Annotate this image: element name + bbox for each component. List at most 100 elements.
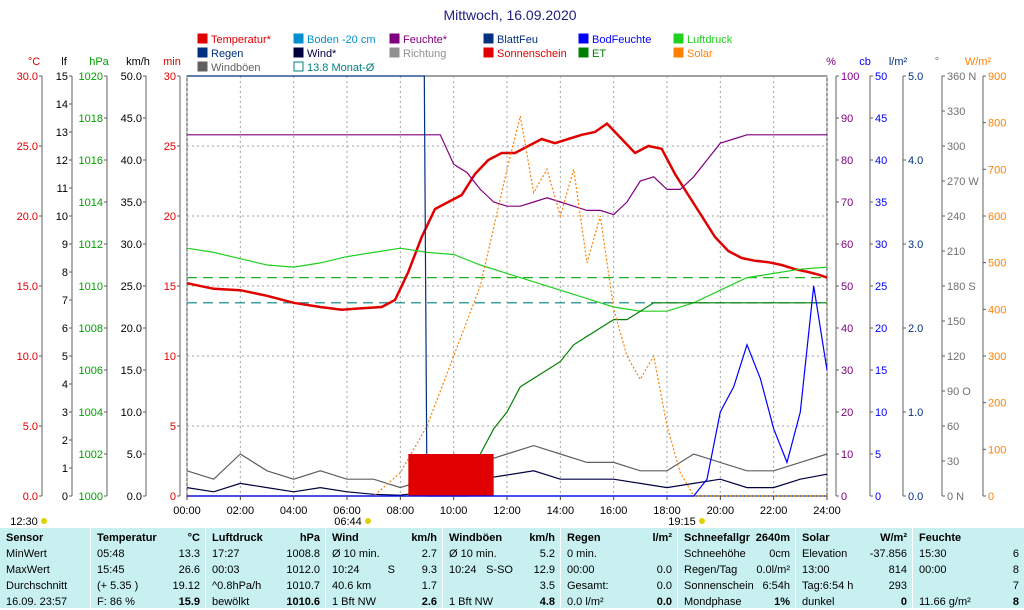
stats-label: 00:03 (212, 564, 240, 576)
axis-tick-label: 0 N (947, 491, 964, 503)
axis-tick-label: 30 (947, 456, 959, 468)
stats-label: 1 Bft NW (449, 596, 494, 608)
stats-row: 0.0 l/m² 0.0 (565, 594, 674, 610)
axis-unit: % (826, 56, 836, 68)
stats-value: 13.3 (178, 548, 200, 560)
series-bodfeuchte (187, 285, 828, 497)
stats-value: 6 (1012, 548, 1019, 560)
stats-value: 293 (888, 580, 907, 592)
axis-tick-label: 90 (841, 113, 853, 125)
legend-label: Windböen (211, 62, 261, 74)
stats-value: 6:54h (762, 580, 790, 592)
stats-row: MaxWert (4, 562, 86, 578)
axis-tick-label: 1008 (79, 323, 103, 335)
stats-value: 15.9 (178, 596, 200, 608)
series-sonnenschein (408, 454, 494, 496)
axis-tick-label: 600 (988, 211, 1006, 223)
axis-tick-label: 25 (875, 281, 887, 293)
stats-row: Durchschnitt (4, 578, 86, 594)
stats-value: 814 (888, 564, 907, 576)
stats-value: hPa (299, 532, 320, 544)
stats-column: Luftdruck hPa 17:27 1008.8 00:03 1012.0 ^0.8hP… (205, 528, 326, 608)
stats-value: km/h (411, 532, 437, 544)
legend-swatch (673, 33, 684, 44)
axis-tick-label: 1020 (79, 71, 103, 83)
stats-value: 1010.6 (286, 596, 320, 608)
axis-unit: cb (859, 56, 871, 68)
stats-header: Schneefallgr 2640m (682, 530, 792, 546)
axis-tick-label: 1 (62, 463, 68, 475)
stats-header: Solar W/m² (800, 530, 909, 546)
stats-label: 05:48 (97, 548, 125, 560)
axis-tick-label: 0 (875, 491, 881, 503)
axis-tick-label: 10.0 (121, 407, 142, 419)
stats-label: Schneehöhe (684, 548, 746, 560)
stats-row: 3.5 (447, 578, 557, 594)
stats-value: 1010.7 (286, 580, 320, 592)
axis-tick-label: 13 (56, 127, 68, 139)
stats-label: Mondphase (684, 596, 742, 608)
axis-tick-label: 5.0 (23, 421, 38, 433)
axis-tick-label: 40.0 (121, 155, 142, 167)
stats-value: 1008.8 (286, 548, 320, 560)
stats-mid: S (387, 564, 395, 576)
stats-header: Windböen km/h (447, 530, 557, 546)
time-marks: 12:30 06:44 19:15 (10, 516, 705, 528)
stats-value: 8 (1012, 596, 1019, 608)
axis-tick-label: 1018 (79, 113, 103, 125)
axis-tick-label: 60 (947, 421, 959, 433)
axis-tick-label: 9 (62, 239, 68, 251)
axes: °C0.05.010.015.020.025.030.0lf0123456789… (17, 56, 1007, 503)
stats-row: 16.09. 23:57 (4, 594, 86, 610)
x-tick-label: 14:00 (547, 505, 575, 517)
axis-tick-label: 40 (841, 323, 853, 335)
stats-column: Regen l/m² 0 min. 00:00 0.0 Gesamt: 0.0 0.0 l/m… (560, 528, 678, 608)
sun-icon (699, 518, 705, 524)
x-tick-label: 18:00 (653, 505, 681, 517)
series-feuchte (187, 134, 827, 216)
stats-row: Sonnenschein 6:54h (682, 578, 792, 594)
axis-tick-label: 240 (947, 211, 965, 223)
stats-label: dunkel (802, 596, 835, 608)
axis-tick-label: 500 (988, 258, 1006, 270)
axis-tick-label: 180 S (947, 281, 976, 293)
axis-tick-label: 700 (988, 164, 1006, 176)
sun-icon (41, 518, 47, 524)
stats-label: (+ 5.35 ) (97, 580, 139, 592)
sunrise-label: 06:44 (334, 516, 362, 528)
axis-tick-label: 200 (988, 398, 1006, 410)
stats-label: Ø 10 min. (449, 548, 497, 560)
axis-tick-label: 2.0 (908, 323, 923, 335)
axis-tick-label: 5.0 (127, 449, 142, 461)
axis-unit: W/m² (965, 56, 992, 68)
stats-label: bewölkt (212, 596, 250, 608)
stats-label: 0 min. (567, 548, 597, 560)
axis-tick-label: 3 (62, 407, 68, 419)
stats-value: 8 (1012, 564, 1019, 576)
axis-tick-label: 60 (841, 239, 853, 251)
axis-tick-label: 300 (988, 351, 1006, 363)
stats-label: ^0.8hPa/h (212, 580, 262, 592)
stats-label: Regen (567, 532, 601, 544)
legend-label: ET (592, 48, 606, 60)
series-temperatur (186, 121, 828, 312)
legend-swatch (483, 47, 494, 58)
x-tick-label: 04:00 (280, 505, 308, 517)
stats-row: Ø 10 min. 2.7 (330, 546, 439, 562)
x-axis: 00:00 02:00 04:00 06:00 08:00 10:00 12:00 14:00… (173, 496, 841, 517)
axis-tick-label: 5 (875, 449, 881, 461)
legend: Temperatur* Boden -20 cm Feuchte* BlattFeu B… (197, 33, 733, 74)
axis-tick-label: 5 (170, 421, 176, 433)
stats-value: °C (187, 532, 200, 544)
stats-value: 26.6 (178, 564, 200, 576)
axis-tick-label: 20 (841, 407, 853, 419)
axis-tick-label: 6 (62, 323, 68, 335)
legend-swatch (578, 33, 589, 44)
stats-value: W/m² (880, 532, 907, 544)
stats-label: 1 Bft NW (332, 596, 377, 608)
axis-tick-label: 30 (875, 239, 887, 251)
sunrise-left-label: 12:30 (10, 516, 38, 528)
stats-label: Sonnenschein (684, 580, 754, 592)
stats-table: Sensor MinWert MaxWert Durchschnitt 16.09. 2… (0, 528, 1024, 608)
stats-row: ^0.8hPa/h 1010.7 (210, 578, 322, 594)
